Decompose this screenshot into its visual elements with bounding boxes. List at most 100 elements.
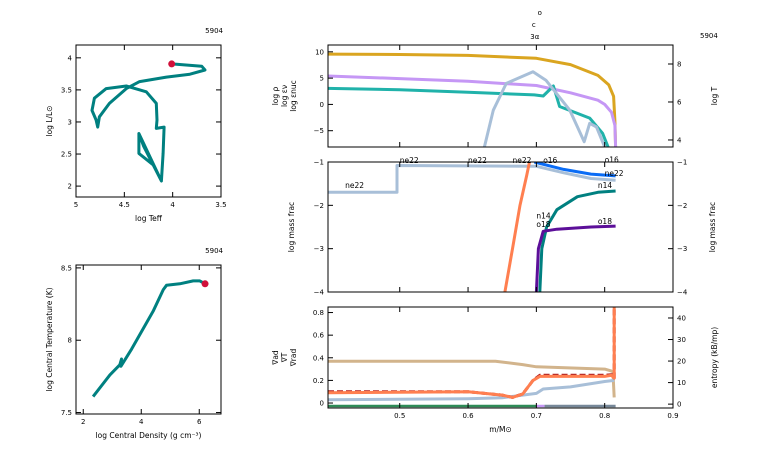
- left-axis-label: ∇T: [280, 352, 289, 363]
- series-line-log ρ: [328, 74, 618, 147]
- y-tick-label-right: 0: [677, 401, 681, 409]
- x-tick-label: 4: [170, 201, 175, 209]
- series-line-unnamed: [503, 162, 531, 292]
- x-tick-label: 0.7: [531, 412, 542, 420]
- series-line-n14: [538, 189, 616, 292]
- series-label: ne22: [605, 169, 624, 178]
- left-axis-label: ∇ad: [271, 350, 280, 366]
- model-number: 5904: [205, 27, 223, 35]
- y-tick-label: 5: [320, 75, 324, 83]
- y-tick-label-right: 8: [677, 60, 681, 68]
- series-line-o16: [533, 162, 616, 178]
- current-model-marker: [168, 60, 176, 68]
- left-axis-label: log ρ: [271, 86, 280, 105]
- series-label: o16: [543, 156, 557, 165]
- model-number: 5904: [700, 32, 718, 40]
- plot-area: [328, 52, 618, 147]
- y-tick-label: −2: [314, 202, 324, 210]
- y-tick-label-right: 20: [677, 358, 686, 366]
- series-label: o16: [605, 156, 619, 165]
- y-tick-label: 2.5: [61, 151, 72, 159]
- burn-marker-o: o: [538, 9, 542, 17]
- model-number: 5904: [205, 247, 223, 255]
- right-axis-label: entropy (kB/mp): [710, 327, 719, 388]
- series-line-log εν: [328, 84, 610, 147]
- x-axis-label: m/M⊙: [489, 425, 512, 434]
- series-line-unnamed: [91, 279, 206, 398]
- y-axis-label: log mass frac: [287, 202, 296, 252]
- plot-area: [328, 307, 616, 408]
- y-tick-label-right: 40: [677, 314, 686, 322]
- x-tick-label: 0.5: [394, 412, 405, 420]
- series-label: n14: [598, 181, 613, 190]
- x-tick-label: 4: [139, 418, 144, 426]
- plot-area: [91, 279, 206, 398]
- panel-profile-grad: 0.5 0.6 0.7 0.8 0.9 0 0.2 0.4 0.6 0.8 0 10 20 30 40 m/M…: [271, 306, 719, 434]
- panel-profile-top: −5 0 5 10 4 6 8 log ρ log εν log εnuc log T: [271, 44, 719, 148]
- x-tick-label: 2: [81, 418, 85, 426]
- y-axis-label: log Central Temperature (K): [45, 287, 54, 391]
- series-label: ne22: [345, 181, 364, 190]
- y-tick-label: 10: [315, 48, 324, 56]
- y-tick-label: 2: [68, 183, 72, 191]
- y-tick-label: −5: [314, 127, 324, 135]
- series-label: ne22: [400, 156, 419, 165]
- series-label: o18: [598, 217, 612, 226]
- y-tick-label: 0.2: [313, 377, 324, 385]
- left-axis-label: log εν: [280, 85, 289, 107]
- y-tick-label-right: −2: [677, 202, 687, 210]
- x-axis-label: log Teff: [135, 214, 163, 223]
- series-line-entropy: [328, 378, 615, 402]
- panel-center: 2 4 6 7.5 8 8.5 5904 log Central Density (g cm⁻…: [45, 247, 224, 440]
- series-label: ne22: [512, 156, 531, 165]
- plot-area: [90, 62, 207, 183]
- x-tick-label: 6: [197, 418, 202, 426]
- series-line-log εnuc: [482, 70, 607, 147]
- x-tick-label: 3.5: [215, 201, 226, 209]
- right-axis-label: log T: [710, 86, 719, 105]
- y-tick-label-right: 10: [677, 379, 686, 387]
- plot-frame: [75, 44, 222, 198]
- series-line-∇T: [328, 307, 616, 399]
- y-tick-label: −1: [314, 159, 324, 167]
- panel-hr: 5 4.5 4 3.5 2 2.5 3 3.5 4 5904 log Teff log L/L⊙: [45, 27, 227, 223]
- y-axis-label-right: log mass frac: [708, 202, 717, 252]
- y-tick-label: 3.5: [61, 86, 72, 94]
- y-tick-label: 0: [320, 400, 324, 408]
- plot-frame: [75, 264, 222, 415]
- x-tick-label: 4.5: [119, 201, 130, 209]
- burn-marker-c: c: [532, 21, 536, 29]
- x-axis-label: log Central Density (g cm⁻³): [96, 431, 202, 440]
- y-tick-label: 0.6: [313, 332, 325, 340]
- y-tick-label-right: 6: [677, 98, 682, 106]
- y-tick-label-right: −3: [677, 245, 687, 253]
- y-tick-label-right: 4: [677, 136, 682, 144]
- series-label: o18: [536, 220, 550, 229]
- y-tick-label: 7.5: [61, 409, 72, 417]
- plot-frame: [327, 161, 674, 293]
- y-tick-label: 0: [320, 101, 324, 109]
- y-tick-label: −3: [314, 245, 324, 253]
- burn-marker-3alpha: 3α: [530, 33, 539, 41]
- y-tick-label: 0.8: [313, 309, 324, 317]
- series-line-∇rad: [328, 307, 616, 399]
- left-axis-label: log εnuc: [289, 80, 298, 112]
- plot-area: [328, 162, 616, 292]
- y-tick-label-right: −1: [677, 159, 687, 167]
- y-tick-label-right: −4: [677, 289, 688, 297]
- series-line-unnamed: [90, 62, 207, 183]
- x-tick-label: 5: [74, 201, 78, 209]
- series-line-log T: [328, 52, 618, 147]
- series-label: ne22: [468, 156, 487, 165]
- current-model-marker: [201, 280, 209, 288]
- y-tick-label: 3: [68, 118, 72, 126]
- y-tick-label: 4: [68, 54, 73, 62]
- y-tick-label: 8: [68, 337, 72, 345]
- x-tick-label: 0.8: [599, 412, 610, 420]
- y-tick-label: −4: [314, 289, 325, 297]
- y-tick-label: 0.4: [313, 354, 325, 362]
- left-axis-label: ∇rad: [289, 349, 298, 368]
- y-tick-label: 8.5: [61, 264, 72, 272]
